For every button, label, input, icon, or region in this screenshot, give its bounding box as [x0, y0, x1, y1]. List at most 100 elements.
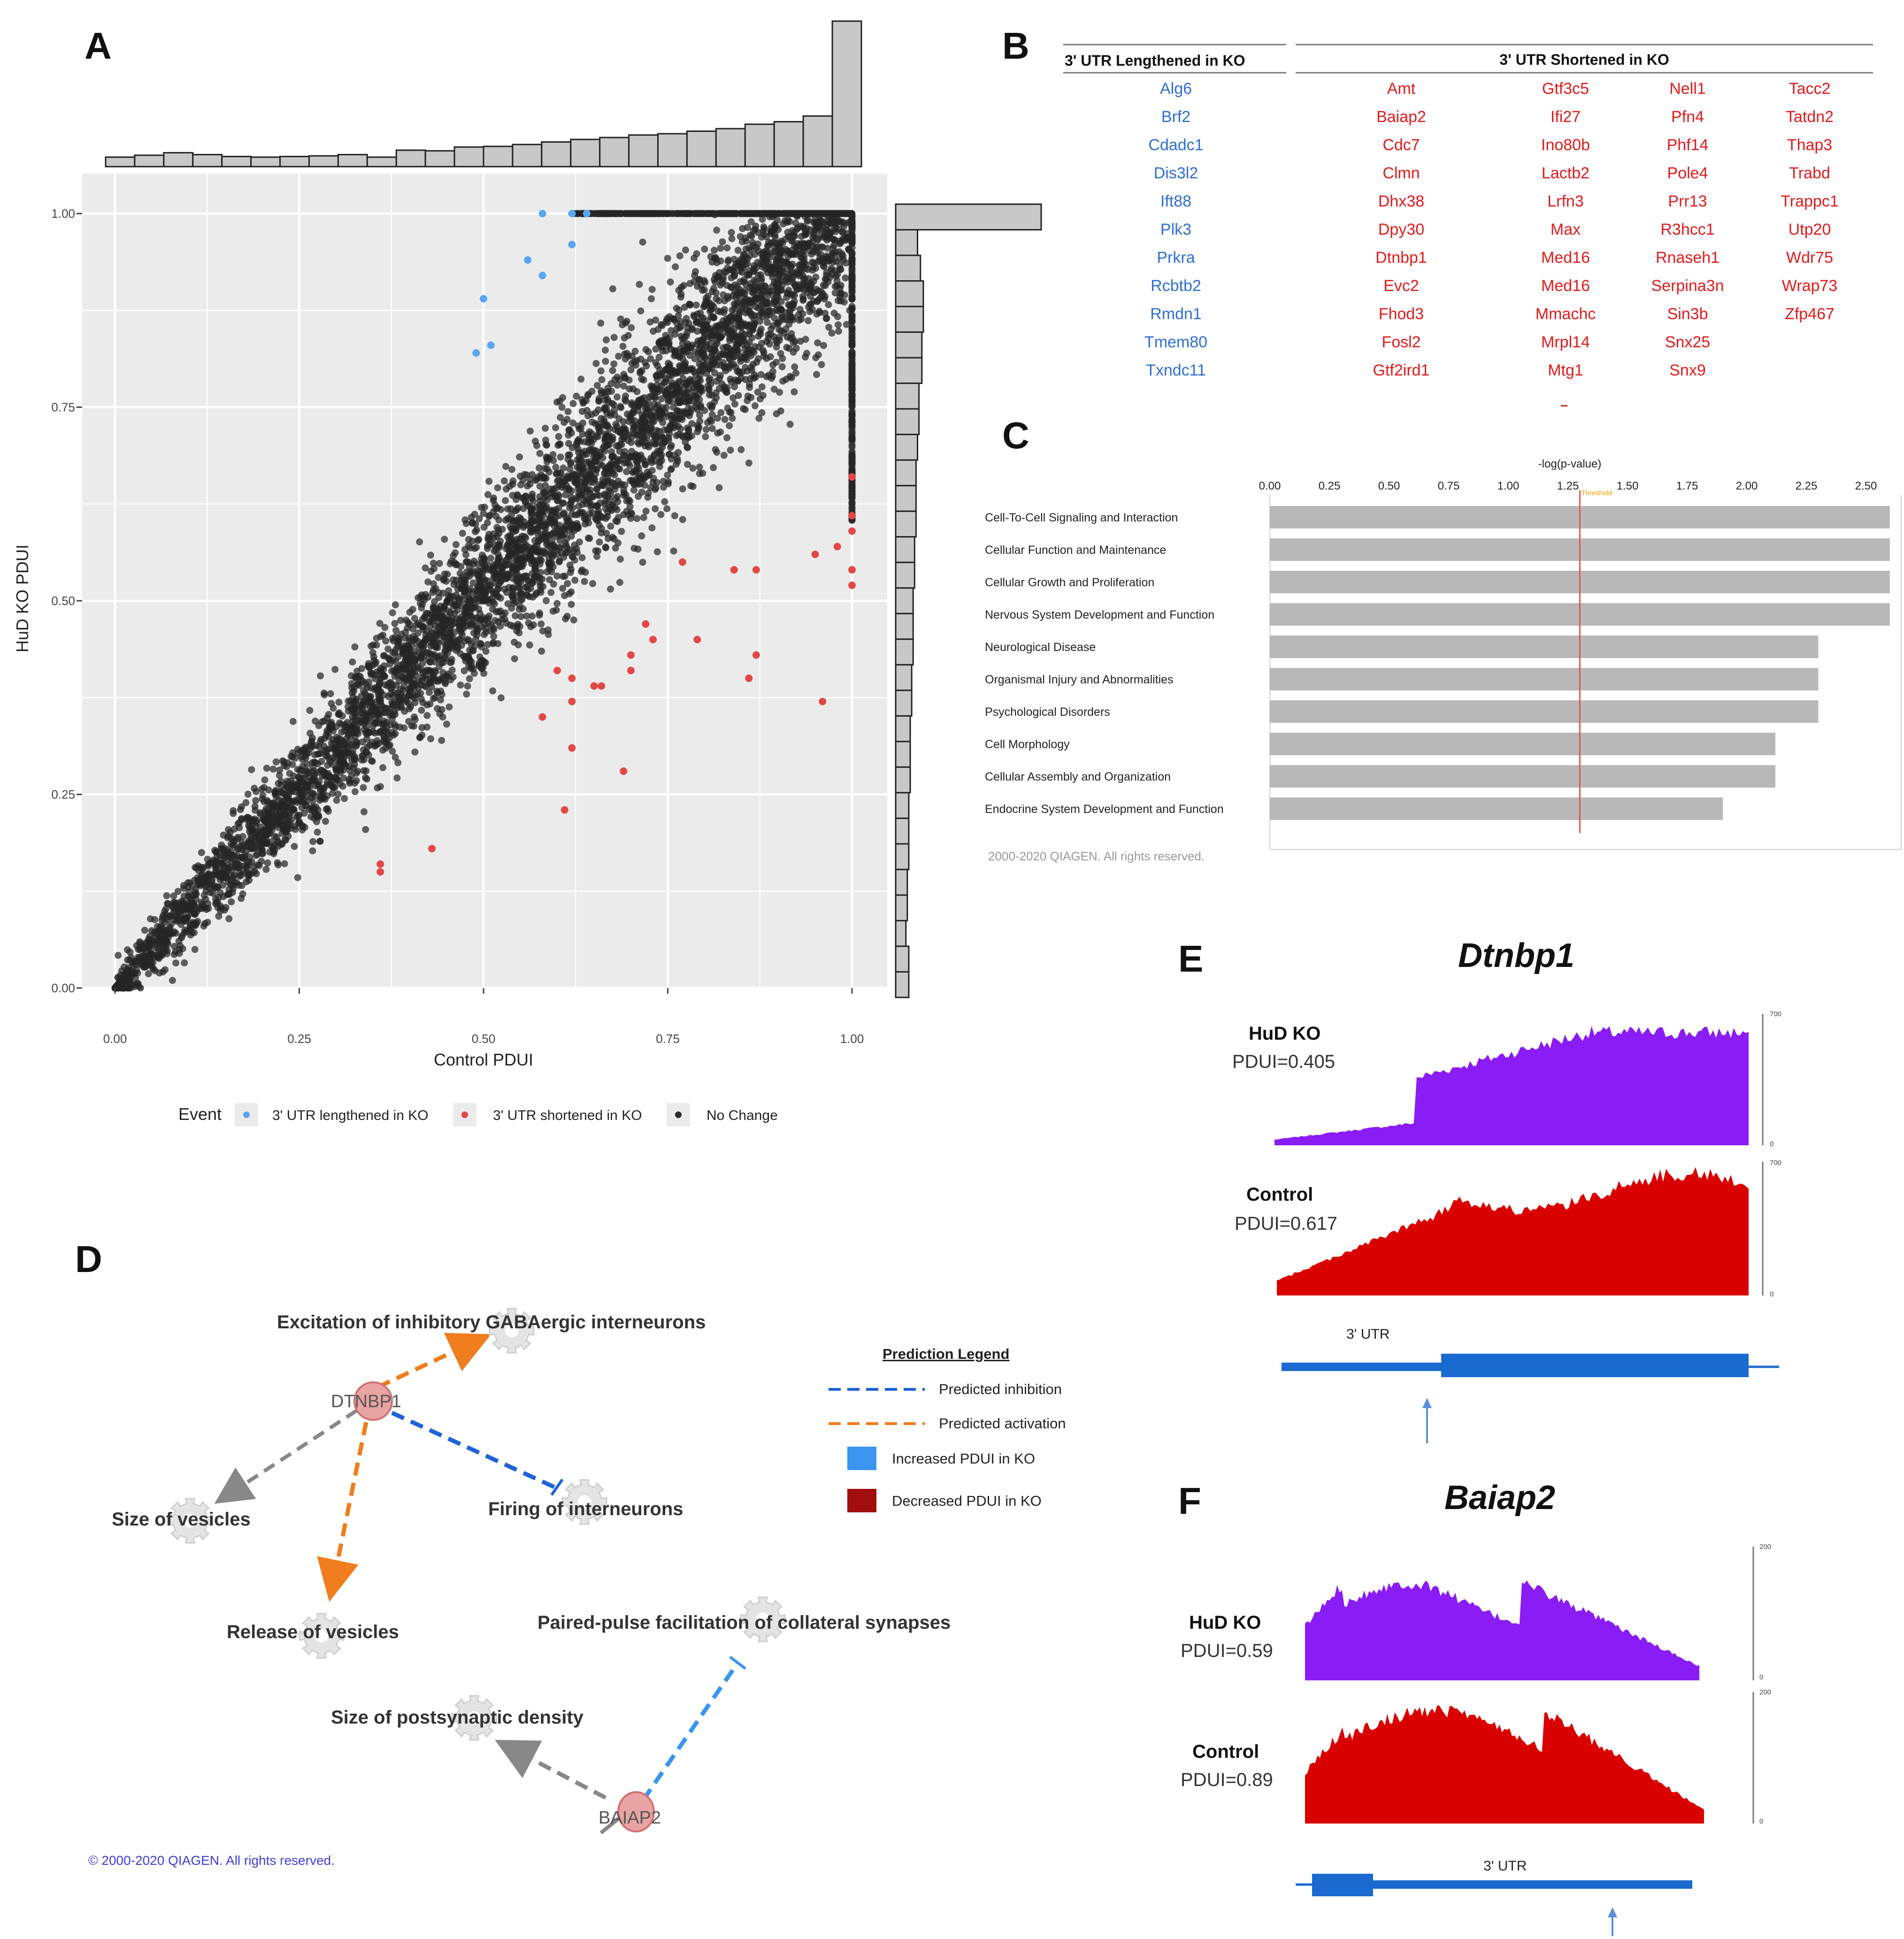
- point-no-change: [333, 797, 340, 804]
- point-no-change: [699, 314, 707, 322]
- point-no-change: [407, 703, 415, 711]
- point-no-change: [335, 711, 343, 718]
- point-no-change: [257, 836, 265, 843]
- point-no-change: [696, 463, 703, 471]
- point-no-change: [492, 513, 500, 520]
- point-no-change: [223, 846, 231, 854]
- point-no-change: [516, 453, 523, 461]
- point-no-change: [322, 818, 330, 825]
- point-no-change: [778, 363, 786, 370]
- point-no-change: [571, 511, 579, 519]
- point-no-change: [207, 859, 214, 867]
- point-no-change: [210, 881, 218, 889]
- point-no-change: [660, 379, 668, 386]
- point-no-change: [547, 589, 555, 596]
- point-no-change: [789, 314, 796, 321]
- point-no-change: [307, 729, 314, 737]
- point-no-change: [134, 954, 142, 961]
- point-no-change: [776, 389, 783, 396]
- point-no-change: [568, 532, 575, 540]
- point-no-change: [709, 356, 716, 363]
- point-no-change: [523, 613, 530, 620]
- point-no-change: [771, 314, 778, 322]
- point-no-change: [301, 824, 308, 831]
- point-no-change: [198, 905, 206, 912]
- point-no-change: [834, 313, 841, 321]
- point-no-change: [713, 226, 721, 234]
- point-no-change: [533, 476, 540, 483]
- point-no-change: [486, 585, 493, 593]
- point-no-change: [649, 418, 656, 426]
- point-no-change: [581, 514, 588, 522]
- point-no-change: [792, 369, 800, 377]
- point-no-change: [770, 278, 778, 286]
- point-no-change: [773, 410, 780, 418]
- point-no-change: [760, 231, 768, 238]
- point-no-change: [672, 263, 679, 270]
- point-no-change: [593, 382, 601, 389]
- point-no-change: [360, 784, 367, 791]
- point-no-change: [585, 458, 593, 466]
- point-no-change: [504, 515, 512, 522]
- point-no-change: [251, 803, 259, 810]
- point-no-change: [392, 658, 399, 666]
- point-no-change: [136, 938, 144, 945]
- point-no-change: [294, 874, 301, 881]
- point-no-change: [715, 269, 723, 276]
- point-no-change: [512, 612, 519, 620]
- point-no-change: [480, 561, 488, 568]
- point-no-change: [564, 456, 572, 463]
- point-no-change: [602, 422, 609, 429]
- point-no-change: [710, 314, 717, 322]
- point-no-change: [577, 466, 585, 473]
- point-no-change: [328, 740, 335, 747]
- point-no-change: [502, 463, 509, 470]
- panel-label-f: F: [1178, 1480, 1201, 1522]
- point-no-change: [509, 596, 517, 603]
- point-no-change: [559, 584, 567, 592]
- point-no-change: [595, 521, 603, 529]
- point-no-change: [445, 618, 453, 625]
- point-no-change: [487, 554, 494, 562]
- point-no-change: [454, 581, 462, 589]
- point-no-change: [533, 442, 541, 449]
- point-no-change: [568, 497, 576, 504]
- point-no-change: [412, 636, 419, 643]
- point-no-change: [162, 905, 170, 912]
- point-no-change: [641, 457, 648, 465]
- point-no-change: [316, 837, 323, 845]
- point-no-change: [634, 545, 642, 553]
- point-no-change: [368, 698, 375, 706]
- point-no-change: [388, 728, 396, 736]
- point-no-change: [721, 416, 729, 423]
- point-no-change: [754, 388, 761, 396]
- point-no-change: [803, 350, 810, 357]
- point-no-change: [244, 790, 252, 798]
- point-no-change: [246, 818, 253, 825]
- point-no-change: [541, 475, 548, 482]
- point-no-change: [734, 377, 742, 385]
- point-no-change: [462, 551, 469, 559]
- point-no-change: [781, 217, 789, 224]
- point-no-change: [433, 688, 440, 695]
- point-no-change: [280, 758, 288, 766]
- point-no-change: [664, 254, 671, 262]
- point-no-change: [439, 713, 446, 721]
- point-no-change: [553, 600, 561, 607]
- point-no-change: [543, 455, 551, 462]
- point-no-change: [827, 220, 834, 227]
- point-no-change: [526, 641, 533, 649]
- point-no-change: [609, 285, 616, 292]
- point-no-change: [514, 536, 521, 543]
- point-no-change: [638, 376, 645, 383]
- point-no-change: [663, 505, 671, 513]
- point-no-change: [146, 915, 154, 923]
- point-no-change: [234, 863, 241, 871]
- point-no-change: [497, 578, 505, 586]
- point-no-change: [511, 548, 519, 556]
- point-no-change: [369, 649, 376, 656]
- point-no-change: [765, 371, 773, 379]
- point-no-change: [311, 792, 319, 800]
- point-no-change: [717, 372, 724, 379]
- point-no-change: [153, 931, 161, 938]
